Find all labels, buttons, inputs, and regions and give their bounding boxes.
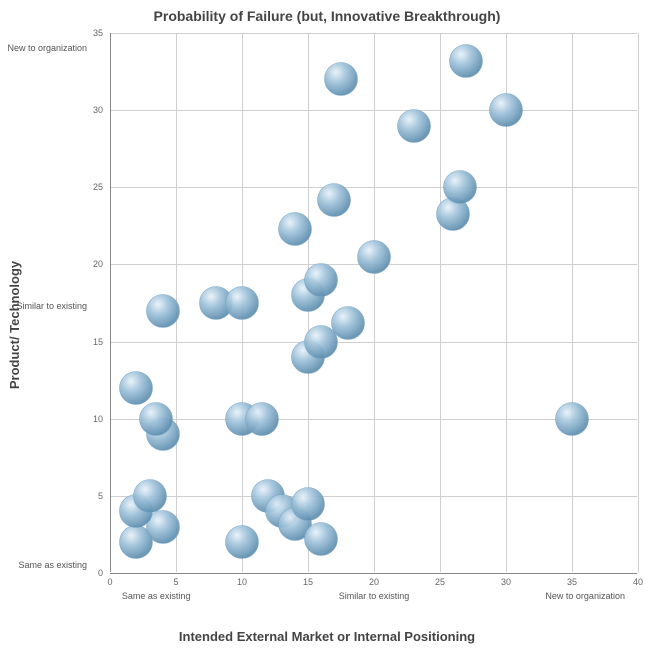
y-tick-label: 5: [98, 491, 103, 501]
y-category-label: Similar to existing: [16, 301, 87, 311]
x-tick-label: 5: [173, 577, 178, 587]
chart-title: Probability of Failure (but, Innovative …: [0, 8, 654, 24]
y-category-label: Same as existing: [18, 560, 87, 570]
data-bubble: [357, 240, 391, 274]
data-bubble: [304, 263, 338, 297]
y-axis-line: [110, 33, 111, 572]
data-bubble: [304, 522, 338, 556]
data-bubble: [291, 487, 325, 521]
gridline-horizontal: [110, 110, 637, 111]
plot-area: 051015202530354005101520253035Same as ex…: [110, 32, 638, 572]
chart-container: Probability of Failure (but, Innovative …: [0, 0, 654, 650]
data-bubble: [449, 44, 483, 78]
y-axis-label: Product/ Technology: [7, 261, 22, 389]
y-category-label: New to organization: [7, 43, 87, 53]
x-category-label: Similar to existing: [339, 591, 410, 601]
x-tick-label: 15: [303, 577, 313, 587]
gridline-horizontal: [110, 33, 637, 34]
x-axis-label: Intended External Market or Internal Pos…: [0, 629, 654, 644]
y-tick-label: 20: [93, 259, 103, 269]
data-bubble: [278, 212, 312, 246]
gridline-horizontal: [110, 342, 637, 343]
data-bubble: [119, 371, 153, 405]
gridline-vertical: [374, 33, 375, 572]
x-tick-label: 35: [567, 577, 577, 587]
gridline-vertical: [572, 33, 573, 572]
x-category-label: Same as existing: [122, 591, 191, 601]
data-bubble: [443, 170, 477, 204]
data-bubble: [324, 62, 358, 96]
data-bubble: [225, 525, 259, 559]
gridline-vertical: [638, 33, 639, 572]
data-bubble: [146, 294, 180, 328]
data-bubble: [245, 402, 279, 436]
x-tick-label: 30: [501, 577, 511, 587]
x-category-label: New to organization: [545, 591, 625, 601]
y-tick-label: 15: [93, 337, 103, 347]
y-tick-label: 35: [93, 28, 103, 38]
y-tick-label: 30: [93, 105, 103, 115]
x-tick-label: 40: [633, 577, 643, 587]
data-bubble: [397, 109, 431, 143]
x-tick-label: 20: [369, 577, 379, 587]
x-tick-label: 0: [107, 577, 112, 587]
data-bubble: [331, 306, 365, 340]
data-bubble: [489, 93, 523, 127]
y-tick-label: 10: [93, 414, 103, 424]
y-tick-label: 25: [93, 182, 103, 192]
gridline-horizontal: [110, 187, 637, 188]
gridline-vertical: [440, 33, 441, 572]
x-axis-line: [110, 573, 637, 574]
y-tick-label: 0: [98, 568, 103, 578]
x-tick-label: 25: [435, 577, 445, 587]
gridline-horizontal: [110, 496, 637, 497]
data-bubble: [555, 402, 589, 436]
x-tick-label: 10: [237, 577, 247, 587]
data-bubble: [317, 183, 351, 217]
data-bubble: [139, 402, 173, 436]
data-bubble: [225, 286, 259, 320]
data-bubble: [133, 479, 167, 513]
